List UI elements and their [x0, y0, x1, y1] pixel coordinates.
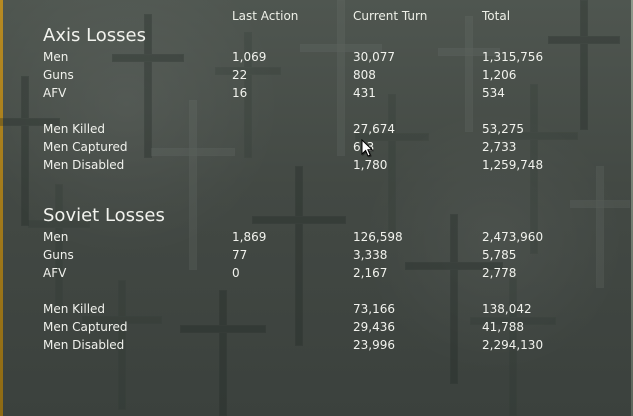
axis-killed-total: 53,275 [482, 122, 524, 136]
background-cross-4 [151, 100, 235, 270]
soviet-killed-current-turn: 73,166 [353, 302, 395, 316]
soviet-afv-label: AFV [43, 266, 67, 280]
header-total: Total [482, 9, 511, 23]
axis-killed-label: Men Killed [43, 122, 106, 136]
soviet-disabled-current-turn: 23,996 [353, 338, 395, 352]
axis-captured-current-turn-suffix: 3 [366, 140, 375, 154]
soviet-disabled-label: Men Disabled [43, 338, 125, 352]
axis-afv-total: 534 [482, 86, 505, 100]
header-current-turn: Current Turn [353, 9, 428, 23]
axis-men-last-action: 1,069 [232, 50, 267, 64]
axis-guns-label: Guns [43, 68, 74, 82]
background-cross-12 [548, 0, 620, 130]
left-gold-border [0, 0, 3, 416]
soviet-captured-label: Men Captured [43, 320, 128, 334]
axis-captured-current-turn-prefix: 6 [353, 140, 361, 154]
soviet-men-current-turn: 126,598 [353, 230, 403, 244]
soviet-afv-last-action: 0 [232, 266, 240, 280]
soviet-killed-total: 138,042 [482, 302, 532, 316]
axis-afv-current-turn: 431 [353, 86, 376, 100]
axis-disabled-total: 1,259,748 [482, 158, 544, 172]
soviet-killed-label: Men Killed [43, 302, 106, 316]
axis-afv-label: AFV [43, 86, 67, 100]
soviet-guns-current-turn: 3,338 [353, 248, 388, 262]
axis-guns-total: 1,206 [482, 68, 517, 82]
right-border [631, 0, 633, 416]
soviet-men-total: 2,473,960 [482, 230, 544, 244]
soviet-losses-title: Soviet Losses [43, 205, 165, 226]
soviet-captured-current-turn: 29,436 [353, 320, 395, 334]
axis-disabled-current-turn: 1,780 [353, 158, 388, 172]
axis-killed-current-turn: 27,674 [353, 122, 395, 136]
background-cross-15 [180, 290, 266, 416]
soviet-guns-last-action: 77 [232, 248, 248, 262]
axis-afv-last-action: 16 [232, 86, 248, 100]
soviet-guns-label: Guns [43, 248, 74, 262]
background-cross-6 [252, 166, 346, 346]
soviet-captured-total: 41,788 [482, 320, 524, 334]
axis-disabled-label: Men Disabled [43, 158, 125, 172]
soviet-men-last-action: 1,869 [232, 230, 267, 244]
axis-captured-total: 2,733 [482, 140, 517, 154]
axis-captured-label: Men Captured [43, 140, 128, 154]
soviet-disabled-total: 2,294,130 [482, 338, 544, 352]
soviet-men-label: Men [43, 230, 69, 244]
background-cross-13 [570, 166, 630, 288]
soviet-afv-total: 2,778 [482, 266, 517, 280]
axis-men-label: Men [43, 50, 69, 64]
mouse-pointer-icon [361, 139, 373, 157]
axis-guns-current-turn: 808 [353, 68, 376, 82]
axis-men-total: 1,315,756 [482, 50, 544, 64]
soviet-afv-current-turn: 2,167 [353, 266, 388, 280]
soviet-guns-total: 5,785 [482, 248, 517, 262]
axis-guns-last-action: 22 [232, 68, 248, 82]
axis-losses-title: Axis Losses [43, 25, 146, 46]
axis-men-current-turn: 30,077 [353, 50, 395, 64]
header-last-action: Last Action [232, 9, 299, 23]
